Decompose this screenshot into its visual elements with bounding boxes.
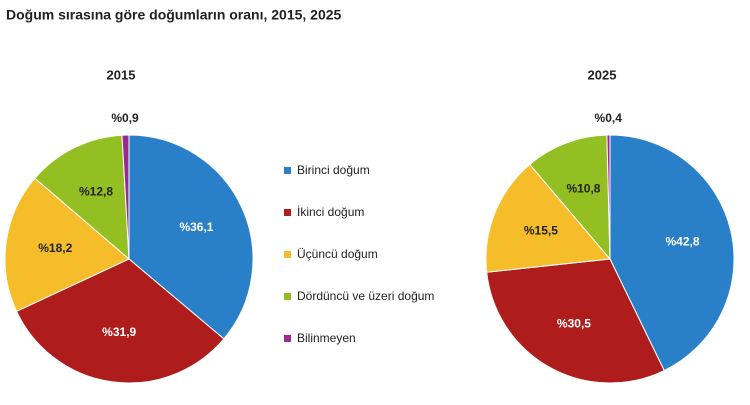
data-label: %12,8 (79, 184, 113, 198)
legend-swatch (284, 209, 291, 216)
data-label: %10,8 (566, 182, 600, 196)
legend-label: Birinci doğum (297, 163, 370, 177)
legend-swatch (284, 293, 291, 300)
data-label: %0,4 (595, 111, 623, 125)
pie-slice (34, 134, 130, 261)
pie-slice (606, 134, 611, 260)
data-label: %0,9 (111, 111, 139, 125)
legend-swatch (284, 167, 291, 174)
pie-slice (15, 258, 225, 384)
pie-slice (128, 134, 254, 340)
data-label: %30,5 (557, 316, 591, 330)
data-label: %42,8 (665, 234, 699, 248)
pie-slice (529, 134, 611, 261)
legend-swatch (284, 335, 291, 342)
chart-title: Doğum sırasına göre doğumların oranı, 20… (6, 7, 342, 23)
data-label: %18,2 (38, 241, 72, 255)
data-label: %31,9 (102, 325, 136, 339)
legend-label: Bilinmeyen (297, 331, 356, 345)
legend-label: İkinci doğum (297, 205, 364, 219)
pie-slice (609, 134, 735, 372)
legend-label: Dördüncü ve üzeri doğum (297, 289, 434, 303)
pie-title: 2015 (107, 67, 136, 82)
legend-label: Üçüncü doğum (297, 247, 378, 261)
pie-slice (4, 177, 130, 312)
pie-slice (485, 163, 611, 273)
data-label: %36,1 (179, 220, 213, 234)
data-label: %15,5 (524, 224, 558, 238)
pie-title: 2025 (588, 67, 617, 82)
legend-swatch (284, 251, 291, 258)
pie-slice (486, 258, 665, 384)
pie-slice (121, 134, 130, 260)
